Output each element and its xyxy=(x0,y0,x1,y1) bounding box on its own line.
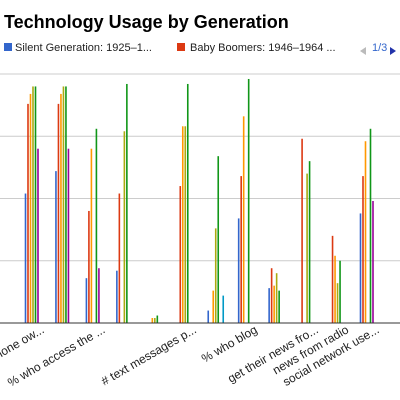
bar[interactable] xyxy=(334,255,336,323)
bar[interactable] xyxy=(268,288,270,323)
bar[interactable] xyxy=(67,148,70,323)
bar[interactable] xyxy=(237,218,240,323)
bar[interactable] xyxy=(364,141,367,323)
bar[interactable] xyxy=(37,148,39,323)
bar[interactable] xyxy=(273,285,275,323)
bar[interactable] xyxy=(242,116,245,323)
bar[interactable] xyxy=(60,93,62,323)
bar[interactable] xyxy=(24,193,27,323)
bar[interactable] xyxy=(301,138,303,323)
bar[interactable] xyxy=(270,268,273,323)
bar[interactable] xyxy=(336,283,339,323)
bars xyxy=(24,78,374,324)
bar[interactable] xyxy=(339,260,341,323)
legend-label-silent-generation[interactable]: Silent Generation: 1925–1... xyxy=(15,42,152,54)
legend-swatch-baby-boomers xyxy=(177,43,185,51)
bar[interactable] xyxy=(181,126,184,323)
bar[interactable] xyxy=(90,148,93,323)
bar[interactable] xyxy=(278,290,280,323)
bar[interactable] xyxy=(156,315,159,323)
bar[interactable] xyxy=(359,213,362,323)
bar[interactable] xyxy=(308,161,311,323)
bar[interactable] xyxy=(154,318,156,323)
bar[interactable] xyxy=(123,131,126,323)
bar[interactable] xyxy=(275,273,278,323)
bar[interactable] xyxy=(184,126,187,323)
legend-next-page-icon[interactable] xyxy=(390,47,396,55)
bar[interactable] xyxy=(98,268,100,323)
bar[interactable] xyxy=(212,290,215,323)
bar[interactable] xyxy=(126,83,128,324)
x-tick-labels: phone ow...% who access the ...# text me… xyxy=(0,322,382,389)
bar[interactable] xyxy=(27,103,29,323)
chart-title: Technology Usage by Generation xyxy=(4,12,289,32)
bar[interactable] xyxy=(29,93,32,323)
bar[interactable] xyxy=(85,278,88,323)
bar[interactable] xyxy=(369,128,372,323)
legend: Silent Generation: 1925–1... Baby Boomer… xyxy=(4,42,396,55)
bar[interactable] xyxy=(217,156,220,323)
bar[interactable] xyxy=(88,210,90,323)
gridlines xyxy=(0,73,400,262)
bar[interactable] xyxy=(55,171,57,323)
bar[interactable] xyxy=(207,310,210,323)
bar[interactable] xyxy=(65,86,67,323)
legend-label-baby-boomers[interactable]: Baby Boomers: 1946–1964 ... xyxy=(190,42,336,54)
bar[interactable] xyxy=(240,176,242,323)
bar[interactable] xyxy=(247,78,250,323)
x-tick-label: # text messages p... xyxy=(99,322,199,388)
bar[interactable] xyxy=(116,270,118,323)
bar[interactable] xyxy=(118,193,121,323)
bar[interactable] xyxy=(179,186,182,323)
legend-page-indicator: 1/3 xyxy=(372,42,387,54)
bar[interactable] xyxy=(372,200,374,323)
bar[interactable] xyxy=(214,228,217,323)
bar[interactable] xyxy=(95,128,98,323)
bar[interactable] xyxy=(57,103,60,323)
legend-prev-page-icon[interactable] xyxy=(360,47,366,55)
bar[interactable] xyxy=(306,173,308,323)
bar[interactable] xyxy=(331,235,334,323)
bar[interactable] xyxy=(32,86,34,323)
bar[interactable] xyxy=(151,318,154,323)
legend-swatch-silent-generation xyxy=(4,43,12,51)
bar[interactable] xyxy=(362,176,364,323)
bar[interactable] xyxy=(34,86,37,323)
bar[interactable] xyxy=(222,295,225,323)
bar[interactable] xyxy=(62,86,65,323)
bar[interactable] xyxy=(186,83,189,324)
